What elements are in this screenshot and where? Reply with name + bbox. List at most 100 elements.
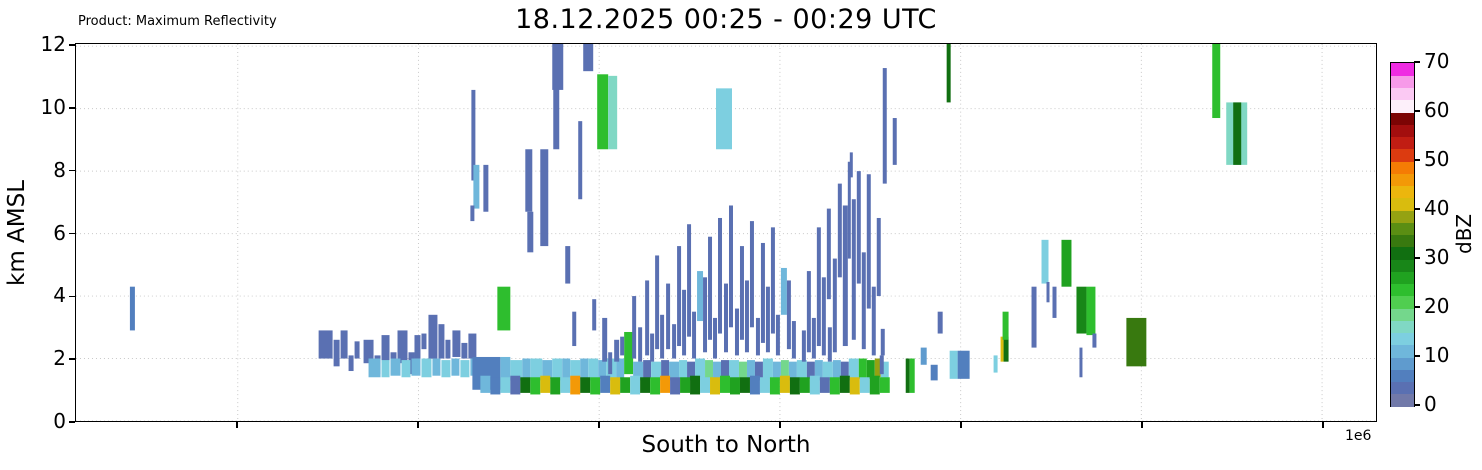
reflectivity-segment (882, 68, 887, 184)
colorbar-cell (1391, 63, 1414, 76)
reflectivity-segment (669, 361, 680, 381)
reflectivity-segment (1212, 44, 1221, 119)
reflectivity-segment (718, 217, 723, 334)
reflectivity-segment (695, 358, 706, 381)
reflectivity-segment (401, 360, 411, 378)
reflectivity-segment (993, 355, 998, 373)
colorbar-tick (1414, 61, 1420, 63)
reflectivity-segment (570, 360, 581, 381)
x-tick (417, 422, 419, 428)
reflectivity-segment (381, 360, 390, 378)
reflectivity-segment (348, 355, 354, 372)
colorbar-cell (1391, 75, 1414, 88)
reflectivity-segment (1086, 286, 1096, 336)
y-tick (69, 107, 75, 109)
reflectivity-segment (680, 377, 691, 393)
colorbar-tick-label: 60 (1424, 98, 1450, 122)
colorbar-cell (1391, 246, 1414, 260)
colorbar-cell (1391, 87, 1414, 101)
reflectivity-segment (739, 377, 750, 393)
reflectivity-segment (879, 355, 884, 375)
reflectivity-segment (734, 308, 739, 356)
reflectivity-segment (1002, 311, 1009, 340)
colorbar-cell (1391, 210, 1414, 223)
reflectivity-segment (651, 361, 662, 381)
reflectivity-segment (661, 360, 670, 381)
reflectivity-segment (610, 377, 621, 395)
reflectivity-segment (759, 377, 770, 393)
reflectivity-segment (565, 246, 571, 284)
reflectivity-segment (655, 255, 660, 350)
colorbar-cell (1391, 234, 1414, 248)
x-tick (598, 422, 600, 428)
reflectivity-segment (905, 358, 910, 393)
reflectivity-segment (705, 360, 714, 379)
reflectivity-segment (909, 358, 915, 393)
reflectivity-segment (1092, 333, 1097, 348)
reflectivity-segment (700, 377, 711, 393)
reflectivity-segment (957, 350, 970, 379)
reflectivity-segment (570, 375, 581, 395)
reflectivity-segment (811, 317, 816, 359)
reflectivity-segment (822, 361, 833, 381)
reflectivity-segment (1052, 286, 1057, 318)
colorbar-cell (1391, 393, 1414, 407)
reflectivity-segment (441, 360, 451, 378)
reflectivity-segment (318, 330, 333, 359)
reflectivity-segment (801, 330, 806, 362)
reflectivity-segment (832, 258, 837, 353)
reflectivity-segment (879, 377, 890, 393)
reflectivity-segment (480, 375, 491, 393)
colorbar-tick-label: 40 (1424, 196, 1450, 220)
reflectivity-segment (744, 280, 749, 353)
reflectivity-segment (461, 342, 468, 359)
reflectivity-segment (432, 358, 441, 376)
product-label: Product: Maximum Reflectivity (78, 14, 277, 29)
x-tick (236, 422, 238, 428)
reflectivity-segment (473, 164, 480, 209)
reflectivity-segment (754, 361, 763, 381)
reflectivity-segment (713, 361, 722, 381)
x-axis-label: South to North (641, 432, 811, 458)
reflectivity-segment (397, 330, 408, 364)
colorbar-cell (1391, 124, 1414, 137)
y-tick (69, 232, 75, 235)
reflectivity-segment (839, 375, 850, 393)
reflectivity-segment (788, 361, 797, 381)
colorbar-tick (1414, 355, 1420, 357)
reflectivity-segment (880, 361, 889, 381)
reflectivity-segment (368, 358, 381, 378)
reflectivity-segment (729, 377, 740, 395)
reflectivity-segment (530, 358, 543, 381)
reflectivity-segment (775, 314, 780, 356)
colorbar-cell (1391, 332, 1414, 346)
y-tick-label: 10 (40, 94, 66, 119)
reflectivity-segment (666, 283, 671, 350)
colorbar-tick-label: 10 (1424, 343, 1450, 367)
reflectivity-segment (859, 377, 870, 393)
reflectivity-segment (129, 286, 135, 331)
colorbar-tick-label: 30 (1424, 245, 1450, 269)
reflectivity-segment (821, 277, 826, 356)
reflectivity-segment (809, 375, 820, 395)
plot-area (75, 43, 1377, 422)
colorbar-tick (1414, 208, 1420, 210)
reflectivity-segment (638, 327, 643, 362)
colorbar-cell (1391, 148, 1414, 162)
reflectivity-segment (381, 335, 390, 364)
reflectivity-segment (796, 360, 807, 381)
reflectivity-segment (520, 377, 531, 393)
colorbar-cell (1391, 99, 1414, 113)
reflectivity-segment (724, 283, 728, 353)
colorbar-tick (1414, 404, 1420, 406)
reflectivity-segment (826, 208, 831, 300)
reflectivity-segment (540, 375, 551, 393)
colorbar-cell (1391, 381, 1414, 395)
reflectivity-segment (553, 86, 560, 150)
reflectivity-segment (760, 242, 765, 343)
reflectivity-segment (414, 335, 421, 359)
reflectivity-segment (806, 271, 811, 353)
reflectivity-segment (390, 358, 401, 376)
colorbar-tick-label: 70 (1424, 49, 1450, 73)
reflectivity-segment (468, 333, 477, 359)
